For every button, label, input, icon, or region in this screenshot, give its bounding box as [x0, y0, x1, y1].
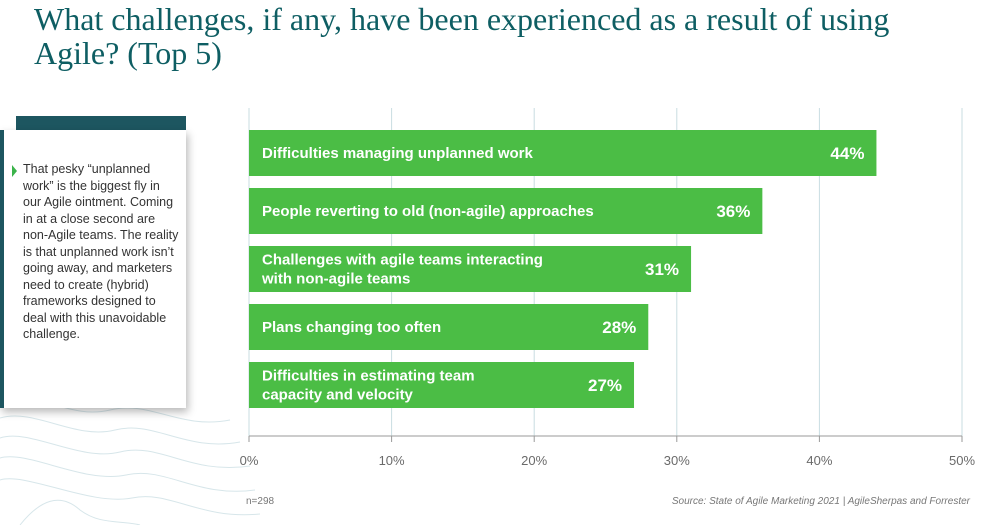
bar	[249, 246, 692, 292]
x-axis-ticks: 0% 10% 20% 30% 40% 50%	[240, 435, 975, 468]
x-tick-label: 30%	[664, 453, 690, 468]
callout-top-bar	[16, 116, 186, 132]
bar-value-label: 44%	[830, 144, 864, 163]
bar-category-label: Challenges with agile teams interacting w…	[261, 252, 543, 288]
bar-category-label: Plans changing too often	[262, 319, 441, 336]
bars: Difficulties managing unplanned work 44% P…	[249, 130, 877, 408]
bar	[249, 130, 877, 176]
bar	[249, 304, 649, 350]
bar-value-label: 31%	[645, 260, 679, 279]
callout-box: That pesky “unplanned work” is the bigge…	[0, 130, 186, 408]
x-tick-label: 10%	[379, 453, 405, 468]
x-tick-label: 50%	[949, 453, 975, 468]
bar-value-label: 27%	[588, 376, 622, 395]
x-tick-label: 20%	[521, 453, 547, 468]
bar	[249, 188, 763, 234]
chart-title: What challenges, if any, have been exper…	[34, 1, 890, 71]
sample-size: n=298	[246, 496, 275, 507]
bar-value-label: 36%	[716, 202, 750, 221]
bar-category-label: People reverting to old (non-agile) appr…	[262, 203, 594, 220]
bar-value-label: 28%	[602, 318, 636, 337]
x-tick-label: 0%	[240, 453, 259, 468]
callout-arrow-icon	[12, 165, 17, 177]
bar-category-label: Difficulties in estimating team capacity …	[262, 368, 475, 404]
callout-text: That pesky “unplanned work” is the bigge…	[23, 162, 179, 341]
bar	[249, 362, 635, 408]
callout-left-bar	[0, 130, 4, 408]
x-tick-label: 40%	[806, 453, 832, 468]
bar-category-label: Difficulties managing unplanned work	[262, 145, 534, 162]
source-note: Source: State of Agile Marketing 2021 | …	[671, 496, 970, 507]
